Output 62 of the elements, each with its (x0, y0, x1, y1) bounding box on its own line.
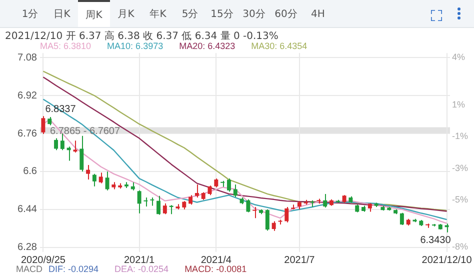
y2-tick-label: -5% (452, 194, 468, 204)
candlestick (226, 178, 231, 192)
text: 日K (52, 8, 72, 22)
text: 1分 (20, 8, 40, 22)
candlestick (105, 170, 110, 191)
text: 30分 (242, 8, 266, 22)
candlestick (323, 193, 328, 208)
candlestick (86, 164, 90, 180)
annotation: 6.3430 (420, 235, 452, 246)
text: 月K (116, 8, 136, 22)
y-tick-label: 6.92 (18, 90, 38, 102)
candlestick (233, 184, 238, 198)
candlestick (272, 220, 276, 232)
text: MA10: 6.3973 (107, 41, 164, 51)
text: 周K (78, 0, 110, 27)
y-tick-label: 6.76 (18, 128, 38, 140)
text: MA5: 6.3810 (40, 41, 92, 51)
text: 2021/12/10 开 6.37 高 6.38 收 6.37 低 6.34 量 0 -0.13% (5, 30, 278, 42)
candlestick (252, 206, 257, 219)
candlestick (156, 195, 160, 216)
candlestick (60, 133, 64, 151)
candlestick (162, 202, 167, 215)
y-tick-label: 6.28 (18, 242, 38, 254)
x-tick-label: 2021/12/10 (422, 254, 472, 266)
candlestick (54, 138, 58, 151)
candlestick (80, 135, 84, 172)
x-tick-label: 2021/4 (200, 254, 232, 266)
candlestick (92, 173, 96, 187)
text: 60分 (274, 8, 298, 22)
text: 年K (148, 8, 168, 22)
candlestick (98, 172, 103, 184)
y2-tick-label: 1% (452, 100, 466, 110)
y-tick-label: 6.44 (18, 204, 38, 216)
x-tick-label: 2021/7 (284, 254, 316, 266)
text: DIF: -0.0294 (48, 264, 99, 274)
y2-tick-label: 4% (452, 52, 466, 62)
text: MA30: 6.4354 (251, 41, 308, 51)
candlestick (73, 140, 78, 153)
x-tick-label: 2020/9/25 (20, 254, 66, 266)
text: 5分 (180, 8, 200, 22)
text: 4H (310, 8, 326, 22)
text: 15分 (210, 8, 234, 22)
x-tick-label: 2021/1 (124, 254, 156, 266)
candlestick (194, 184, 199, 198)
y2-tick-label: -8% (452, 242, 468, 252)
candlestick (265, 208, 270, 232)
y-tick-label: 7.08 (18, 52, 38, 64)
candlestick (246, 198, 250, 213)
candlestick (188, 194, 193, 206)
y-tick-label: 6.6 (23, 166, 38, 178)
y2-tick-label: -1% (452, 131, 468, 142)
y2-tick-label: -3% (452, 162, 468, 173)
text: DEA: -0.0254 (114, 264, 169, 274)
candlestick (144, 197, 148, 208)
text: MA20: 6.4323 (179, 41, 236, 51)
text: MACD: -0.0081 (184, 264, 247, 274)
candlestick (400, 212, 404, 226)
candlestick (150, 197, 154, 206)
candlestick (137, 190, 142, 214)
candlestick (41, 116, 46, 135)
candlestick (284, 206, 289, 223)
text: MACD (16, 264, 42, 274)
